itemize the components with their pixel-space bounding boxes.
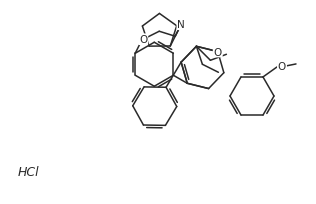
Text: HCl: HCl [18, 166, 40, 179]
Text: O: O [278, 62, 286, 72]
Text: N: N [177, 20, 185, 30]
Text: O: O [139, 35, 147, 45]
Text: O: O [214, 47, 222, 57]
